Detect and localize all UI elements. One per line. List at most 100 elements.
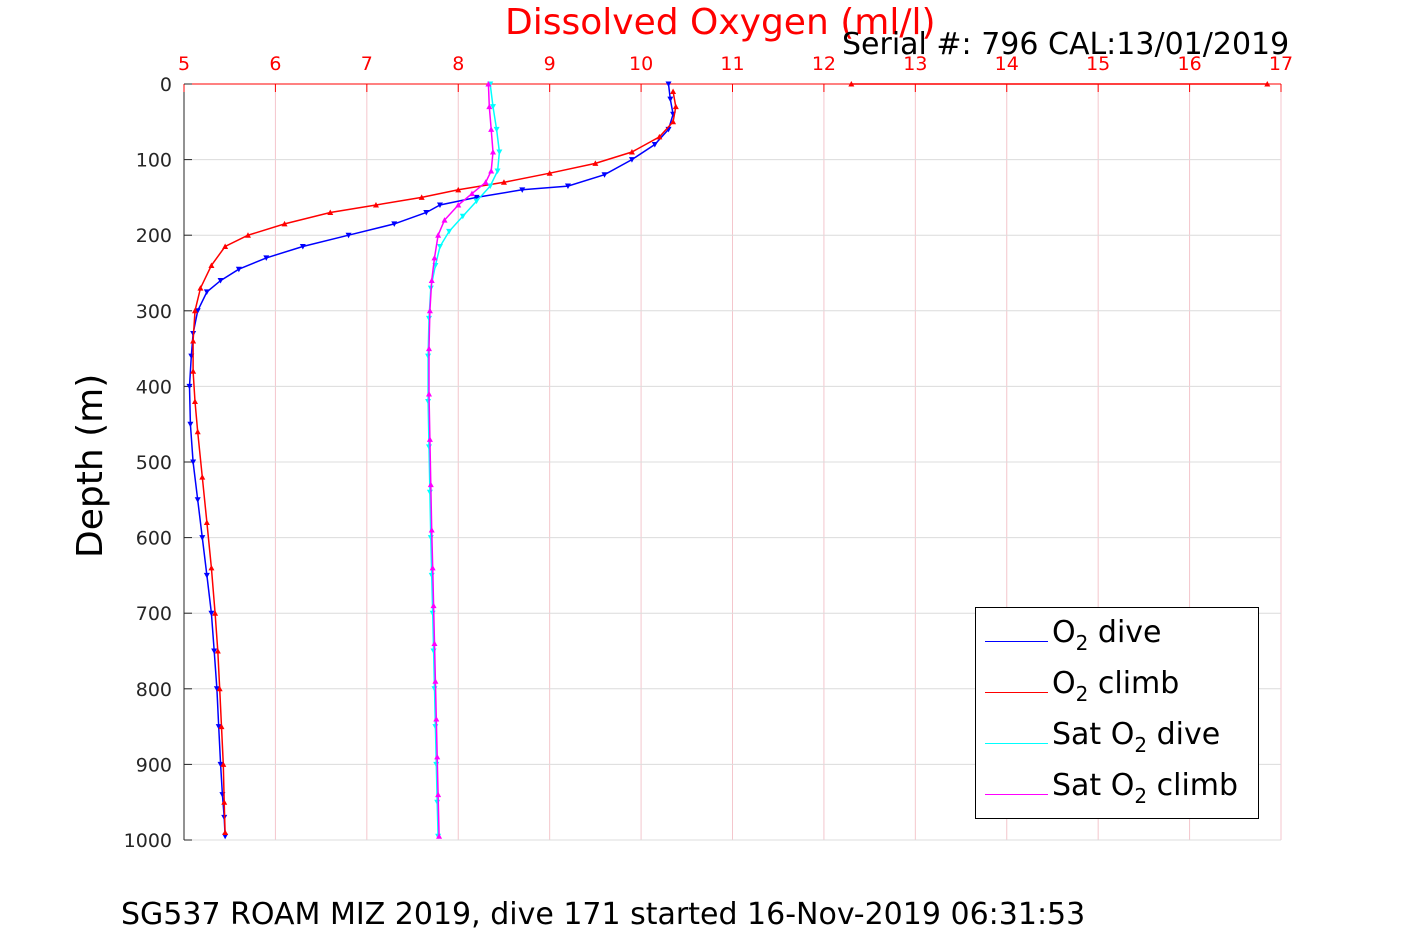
data-point-o2-climb [592,160,599,166]
legend-label-o2-dive: O2 dive [1052,615,1162,655]
data-point-sat-o2-dive [436,244,443,250]
data-point-sat-o2-climb [482,179,489,185]
series-o2-dive [186,81,677,840]
data-point-o2-dive [667,96,674,103]
x-tick-label: 16 [1177,53,1201,75]
data-point-o2-climb [1264,81,1271,87]
data-point-sat-o2-climb [429,564,436,571]
series-sat-o2-climb [425,81,496,839]
data-point-o2-climb [670,88,677,95]
data-point-o2-climb [221,799,228,805]
data-point-sat-o2-dive [425,444,432,450]
data-point-o2-dive [564,183,571,190]
data-point-o2-climb [222,243,229,250]
data-point-sat-o2-dive [426,489,433,496]
data-point-sat-o2-dive [493,126,500,133]
x-tick-label: 10 [629,53,653,75]
series-o2-climb [190,81,1271,835]
footer-dive-info: SG537 ROAM MIZ 2019, dive 171 started 16… [121,897,1086,932]
data-point-sat-o2-climb [434,753,441,760]
data-point-sat-o2-climb [489,149,496,155]
data-point-sat-o2-climb [427,481,434,488]
x-tick-label: 17 [1269,53,1293,75]
legend-label-o2-climb: O2 climb [1052,666,1180,706]
data-point-o2-dive [199,535,206,541]
x-tick-label: 15 [1086,53,1110,75]
legend-item-o2-climb: O2 climb [982,662,1252,706]
data-point-sat-o2-dive [430,648,437,654]
data-point-o2-climb [500,179,507,185]
legend: O2 dive O2 climb Sat O2 dive Sat O2 clim… [975,607,1259,819]
data-point-o2-climb [628,149,635,155]
data-point-sat-o2-climb [488,126,495,132]
data-point-o2-climb [220,761,227,767]
data-point-o2-dive [187,421,194,428]
data-point-o2-dive [211,648,218,654]
data-point-o2-dive [601,172,608,178]
y-tick-label: 900 [136,754,172,776]
data-point-sat-o2-climb [431,254,438,261]
data-point-o2-climb [191,398,198,405]
data-point-sat-o2-climb [435,791,442,798]
legend-item-sat-o2-dive: Sat O2 dive [982,713,1252,757]
data-point-o2-climb [455,186,462,193]
legend-label-sat-o2-dive: Sat O2 dive [1052,717,1221,757]
data-point-sat-o2-dive [446,228,453,235]
x-tick-label: 8 [452,53,464,75]
data-point-o2-dive [213,686,220,692]
legend-line-o2-climb [985,692,1048,693]
data-point-o2-dive [519,187,526,193]
data-point-o2-dive [203,289,210,295]
data-point-sat-o2-dive [425,399,432,405]
legend-line-o2-dive [985,641,1048,642]
data-point-o2-dive [345,232,352,239]
legend-label-sat-o2-climb: Sat O2 climb [1052,768,1239,808]
y-tick-label: 800 [136,679,172,701]
data-point-o2-climb [191,307,198,314]
data-point-o2-dive [473,194,480,201]
y-tick-label: 700 [136,603,172,625]
data-point-o2-dive [299,244,306,250]
data-point-o2-dive [203,572,210,579]
data-point-o2-dive [194,497,201,503]
data-point-sat-o2-climb [426,436,433,442]
data-point-sat-o2-climb [435,232,442,238]
data-point-o2-climb [656,133,663,140]
data-point-sat-o2-dive [425,353,432,360]
data-point-sat-o2-climb [441,217,448,223]
data-point-o2-climb [190,368,197,374]
data-point-o2-dive [235,266,242,273]
data-point-o2-dive [391,221,398,227]
data-point-sat-o2-dive [487,183,494,190]
legend-item-sat-o2-climb: Sat O2 climb [982,764,1252,808]
data-point-o2-climb [218,723,225,730]
data-point-sat-o2-climb [425,390,432,397]
data-point-o2-dive [651,141,658,148]
data-point-sat-o2-dive [489,104,496,110]
data-point-o2-climb [244,232,251,238]
x-tick-label: 5 [178,53,190,75]
data-point-o2-climb [208,262,215,268]
series-group [186,81,1271,840]
data-point-o2-dive [215,724,222,730]
data-point-sat-o2-climb [431,640,438,646]
serial-calibration-label: Serial #: 796 CAL:13/01/2019 [842,27,1290,62]
data-point-sat-o2-climb [425,345,432,352]
data-point-o2-climb [208,564,215,571]
data-point-o2-climb [216,685,223,692]
data-point-sat-o2-climb [433,716,440,722]
y-tick-label: 400 [136,376,172,398]
data-point-o2-dive [423,210,430,216]
data-point-sat-o2-climb [436,833,443,839]
chart-title: Dissolved Oxygen (ml/l) [505,2,936,43]
y-tick-label: 600 [136,528,172,550]
x-tick-label: 7 [361,53,373,75]
y-tick-label: 100 [136,150,172,172]
data-point-o2-dive [217,761,224,768]
y-tick-label: 200 [136,225,172,247]
data-point-o2-climb [546,170,553,176]
data-point-sat-o2-climb [486,103,493,110]
data-point-o2-dive [665,81,672,87]
y-tick-label: 0 [160,74,172,96]
y-tick-label: 300 [136,301,172,323]
